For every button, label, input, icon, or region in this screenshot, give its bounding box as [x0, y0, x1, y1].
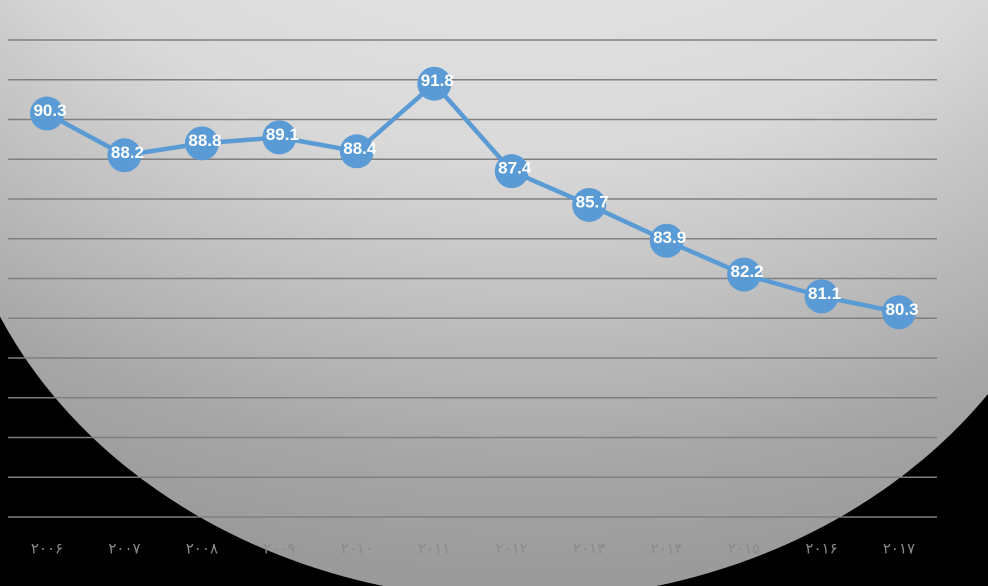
data-label: 88.8: [188, 131, 221, 150]
x-tick-label: ۲۰۱۶: [805, 540, 837, 558]
data-point-marker: [107, 138, 142, 173]
gridlines: [8, 39, 937, 518]
data-label: 81.1: [808, 284, 841, 303]
x-tick-label: ۲۰۱۲: [496, 540, 528, 558]
data-label: 88.4: [343, 139, 377, 158]
x-tick-label: ۲۰۰۹: [263, 540, 295, 558]
data-label: 82.2: [731, 262, 764, 281]
x-tick-label: ۲۰۱۳: [573, 540, 605, 558]
data-point-marker: [262, 120, 297, 155]
data-point-marker: [339, 134, 374, 169]
data-point-marker: [184, 126, 219, 161]
data-point-marker: [417, 66, 452, 101]
data-label: 85.7: [576, 192, 609, 211]
data-point-marker: [572, 187, 607, 222]
data-labels: 90.3 88.2 88.8 89.1 88.4 91.8 87.4 85.7 83.9 82.2…: [33, 71, 918, 319]
x-tick-label: ۲۰۱۰: [341, 540, 373, 558]
data-label: 80.3: [885, 300, 918, 319]
x-tick-label: ۲۰۰۶: [31, 540, 63, 558]
data-point-marker: [30, 96, 64, 131]
x-tick-label: ۲۰۱۷: [883, 540, 915, 558]
data-point-marker: [649, 223, 684, 258]
series-markers: [30, 66, 916, 330]
data-point-marker: [882, 295, 916, 330]
x-tick-label: ۲۰۰۸: [186, 540, 218, 558]
data-label: 83.9: [653, 228, 686, 247]
x-tick-label: ۲۰۱۵: [728, 540, 760, 558]
data-point-marker: [494, 154, 529, 189]
data-label: 87.4: [498, 159, 532, 178]
x-tick-label: ۲۰۰۷: [108, 540, 140, 558]
data-label: 90.3: [33, 101, 66, 120]
x-tick-label: ۲۰۱۱: [418, 540, 450, 558]
data-point-marker: [727, 257, 762, 292]
data-label: 88.2: [111, 143, 144, 162]
x-tick-label: ۲۰۱۴: [651, 540, 683, 558]
data-label: 89.1: [266, 125, 299, 144]
data-label: 91.8: [421, 71, 454, 90]
data-point-marker: [804, 279, 839, 314]
x-axis-ticks: ۲۰۰۶ ۲۰۰۷ ۲۰۰۸ ۲۰۰۹ ۲۰۱۰ ۲۰۱۱ ۲۰۱۲ ۲۰۱۳ ۲۰۱۴ ۲۰۱۵…: [31, 540, 915, 558]
